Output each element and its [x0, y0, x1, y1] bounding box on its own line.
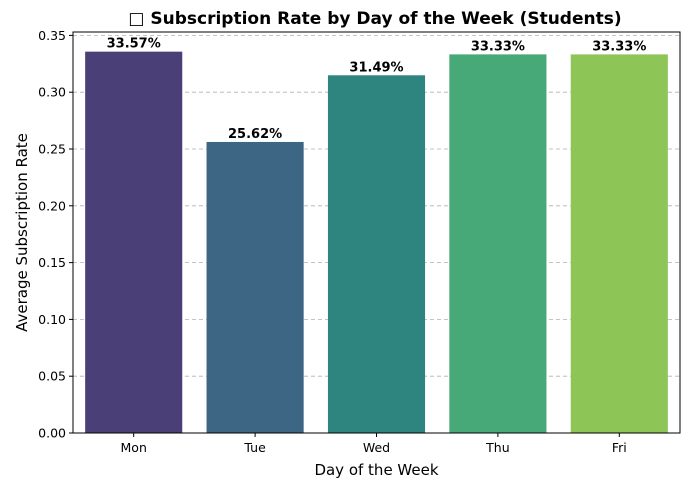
data-labels: 33.57% 25.62% 31.49% 33.33% 33.33% [107, 37, 647, 142]
y-tick-label: 0.20 [38, 198, 66, 213]
x-tick-label-thu: Thu [485, 440, 509, 455]
x-tick-label-fri: Fri [612, 440, 627, 455]
x-tick-label-mon: Mon [121, 440, 147, 455]
data-label-thu: 33.33% [471, 39, 525, 54]
y-tick-label: 0.05 [38, 369, 66, 384]
x-axis-ticks: Mon Tue Wed Thu Fri [121, 433, 627, 455]
x-tick-label-tue: Tue [243, 440, 266, 455]
y-tick-label: 0.35 [38, 28, 66, 43]
chart-title: □ Subscription Rate by Day of the Week (… [128, 9, 621, 29]
bar-thu [449, 54, 547, 433]
bar-mon [85, 51, 183, 434]
x-tick-label-wed: Wed [363, 440, 390, 455]
y-tick-label: 0.00 [38, 426, 66, 441]
x-axis-label: Day of the Week [314, 461, 438, 479]
y-tick-label: 0.15 [38, 255, 66, 270]
y-tick-label: 0.25 [38, 142, 66, 157]
bar-wed [327, 75, 426, 434]
data-label-wed: 31.49% [349, 60, 403, 75]
data-label-fri: 33.33% [592, 39, 646, 54]
y-axis-label: Average Subscription Rate [13, 133, 31, 332]
y-axis-ticks: 0.00 0.05 0.10 0.15 0.20 0.25 0.30 0.35 [38, 28, 73, 441]
data-label-mon: 33.57% [107, 37, 161, 52]
y-tick-label: 0.10 [38, 312, 66, 327]
y-tick-label: 0.30 [38, 85, 66, 100]
bars [85, 51, 668, 434]
data-label-tue: 25.62% [228, 127, 282, 142]
bar-tue [206, 141, 304, 434]
bar-fri [570, 54, 668, 433]
